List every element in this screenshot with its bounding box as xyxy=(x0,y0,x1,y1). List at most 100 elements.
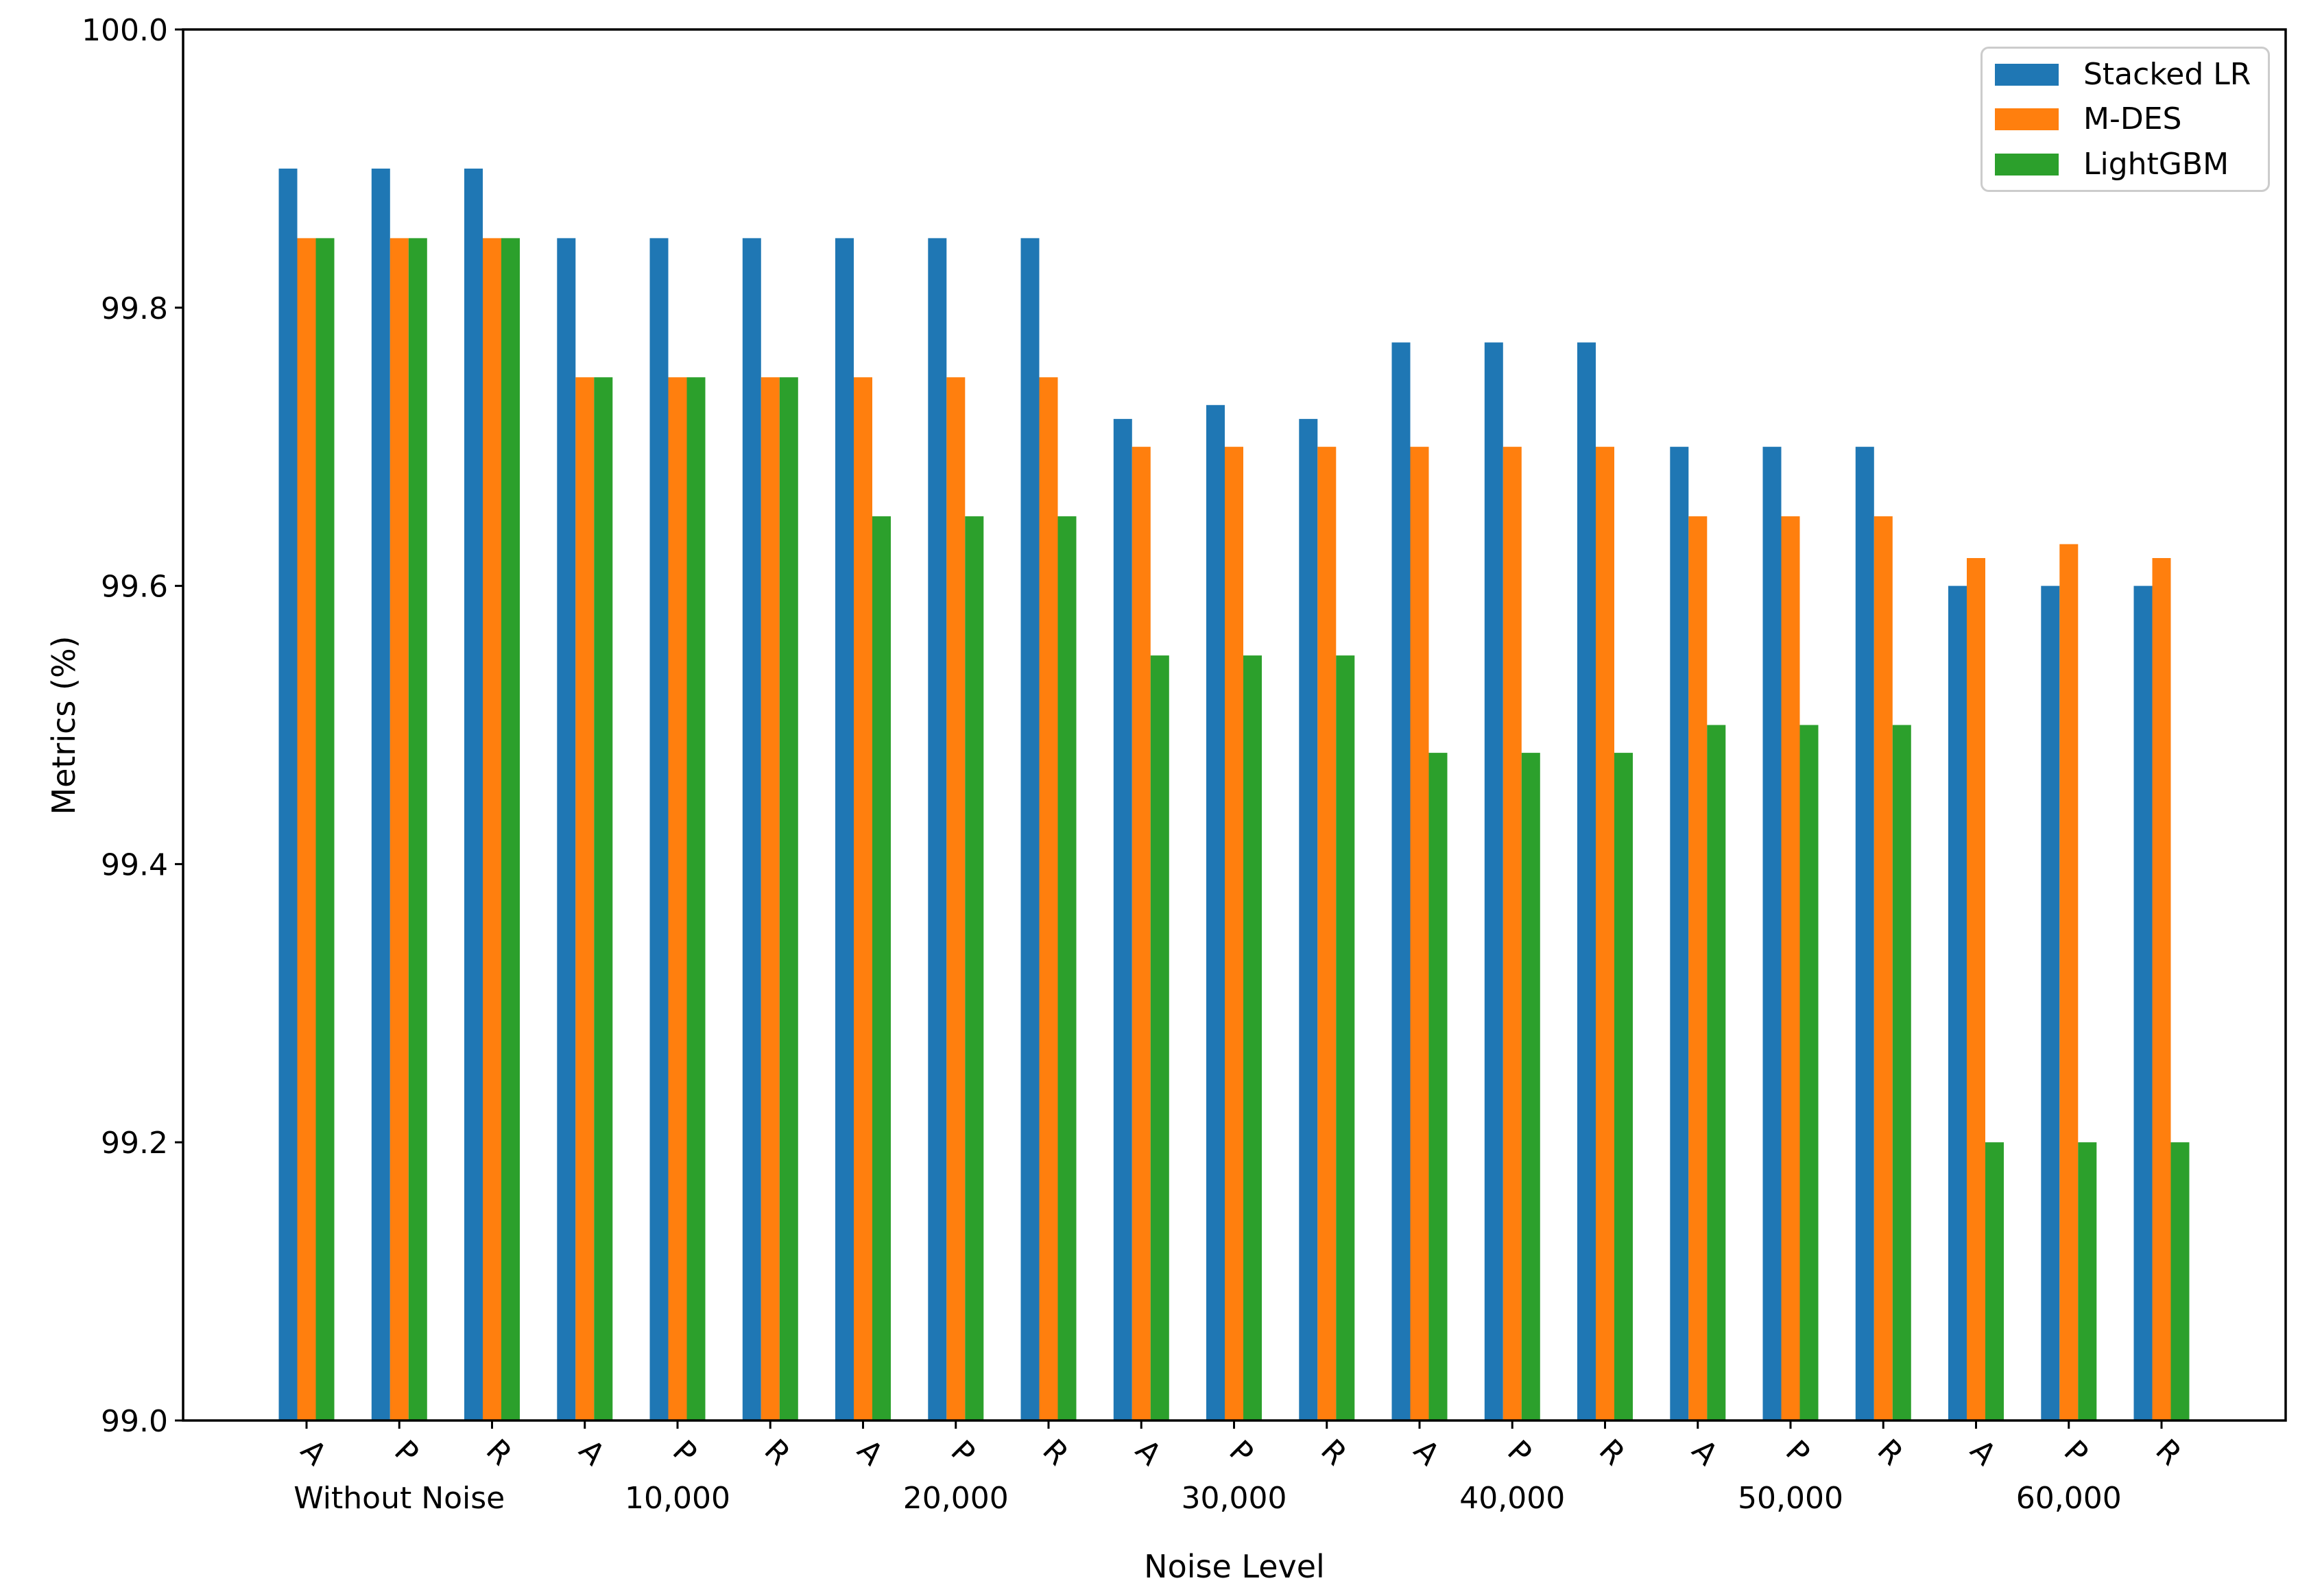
plot-border xyxy=(182,28,2287,1422)
bar-lightgbm xyxy=(1892,725,1911,1420)
y-tick-label: 99.0 xyxy=(101,1404,168,1439)
bar-m-des xyxy=(575,377,595,1421)
bar-stacked-lr xyxy=(464,168,483,1420)
y-axis-title: Metrics (%) xyxy=(45,636,82,815)
legend-item-lightgbm: LightGBM xyxy=(1983,143,2268,186)
x-tick-label: P xyxy=(2057,1434,2095,1471)
bar-m-des xyxy=(1503,446,1522,1421)
x-group-label: 10,000 xyxy=(625,1481,730,1516)
legend-label: LightGBM xyxy=(2083,146,2229,182)
bar-m-des xyxy=(297,238,316,1420)
bar-stacked-lr xyxy=(2041,585,2060,1420)
bar-lightgbm xyxy=(1521,753,1540,1420)
bar-stacked-lr xyxy=(278,168,298,1420)
x-group-label: 40,000 xyxy=(1459,1481,1565,1516)
bar-lightgbm xyxy=(2170,1142,2190,1420)
x-tick-label: A xyxy=(572,1433,611,1472)
bar-stacked-lr xyxy=(1577,342,1596,1420)
x-group-label: 50,000 xyxy=(1738,1481,1843,1516)
legend-swatch-lightgbm xyxy=(1995,153,2059,176)
bar-m-des xyxy=(946,377,966,1421)
bar-lightgbm xyxy=(408,238,427,1420)
legend-swatch-m-des xyxy=(1995,108,2059,130)
bar-stacked-lr xyxy=(1020,238,1040,1420)
x-tick-label: R xyxy=(479,1433,519,1473)
x-tick-label: A xyxy=(294,1433,333,1472)
x-tick-label: A xyxy=(850,1433,889,1472)
bar-lightgbm xyxy=(1614,753,1633,1420)
bar-stacked-lr xyxy=(1855,446,1874,1421)
x-tick-label: A xyxy=(1685,1433,1724,1472)
bar-lightgbm xyxy=(315,238,335,1420)
bar-m-des xyxy=(1225,446,1243,1421)
bar-m-des xyxy=(854,377,872,1421)
x-tick-label: R xyxy=(2149,1433,2188,1473)
bar-m-des xyxy=(1967,558,1985,1420)
bar-m-des xyxy=(1781,516,1800,1420)
bar-stacked-lr xyxy=(1484,342,1503,1420)
bar-lightgbm xyxy=(1057,516,1077,1420)
legend-label: M-DES xyxy=(2083,101,2182,136)
bar-lightgbm xyxy=(1243,655,1262,1420)
bar-stacked-lr xyxy=(742,238,761,1420)
bar-lightgbm xyxy=(965,516,984,1420)
bar-stacked-lr xyxy=(1391,342,1411,1420)
x-tick-label: R xyxy=(1871,1433,1911,1473)
bar-m-des xyxy=(2059,544,2079,1421)
x-tick-label: A xyxy=(1963,1433,2002,1472)
x-group-label: Without Noise xyxy=(294,1481,505,1516)
legend-swatch-stacked-lr xyxy=(1995,63,2059,86)
bar-m-des xyxy=(761,377,780,1421)
bar-stacked-lr xyxy=(1762,446,1782,1421)
x-tick-label: P xyxy=(944,1434,982,1471)
bar-m-des xyxy=(2152,558,2171,1420)
bar-m-des xyxy=(390,238,409,1420)
bar-lightgbm xyxy=(779,377,798,1421)
bar-lightgbm xyxy=(1336,655,1355,1420)
bar-stacked-lr xyxy=(835,238,854,1420)
bar-stacked-lr xyxy=(1206,404,1225,1420)
x-tick-label: A xyxy=(1407,1433,1446,1472)
legend-item-m-des: M-DES xyxy=(1983,97,2268,141)
x-tick-label: P xyxy=(666,1434,704,1471)
x-tick-label: R xyxy=(1314,1433,1354,1473)
bar-stacked-lr xyxy=(557,238,576,1420)
x-tick-label: R xyxy=(1592,1433,1632,1473)
x-tick-label: P xyxy=(387,1434,425,1471)
legend-item-stacked-lr: Stacked LR xyxy=(1983,53,2268,97)
bar-m-des xyxy=(1410,446,1429,1421)
bar-stacked-lr xyxy=(649,238,669,1420)
y-tick-label: 99.2 xyxy=(101,1126,168,1161)
x-tick-label: P xyxy=(1779,1434,1817,1471)
bar-lightgbm xyxy=(1985,1142,2004,1420)
bar-m-des xyxy=(1039,377,1058,1421)
bar-lightgbm xyxy=(2078,1142,2097,1420)
bar-m-des xyxy=(1317,446,1337,1421)
bar-stacked-lr xyxy=(2133,585,2153,1420)
bar-stacked-lr xyxy=(1948,585,1967,1420)
bar-lightgbm xyxy=(594,377,613,1421)
bar-stacked-lr xyxy=(928,238,947,1420)
bar-stacked-lr xyxy=(1113,419,1132,1420)
x-tick-label: A xyxy=(1129,1433,1168,1472)
y-tick-label: 99.6 xyxy=(101,570,168,605)
legend: Stacked LR M-DES LightGBM xyxy=(1980,47,2270,192)
bar-lightgbm xyxy=(872,516,891,1420)
bar-m-des xyxy=(1874,516,1893,1420)
bar-lightgbm xyxy=(686,377,706,1421)
bar-m-des xyxy=(668,377,687,1421)
bar-lightgbm xyxy=(501,238,520,1420)
legend-label: Stacked LR xyxy=(2083,56,2251,92)
bar-m-des xyxy=(1596,446,1614,1421)
x-tick-label: R xyxy=(1036,1433,1075,1473)
bar-lightgbm xyxy=(1799,725,1819,1420)
y-tick-label: 99.4 xyxy=(101,847,168,882)
x-group-label: 30,000 xyxy=(1182,1481,1287,1516)
bar-m-des xyxy=(483,238,501,1420)
x-tick-label: R xyxy=(758,1433,798,1473)
bar-lightgbm xyxy=(1150,655,1169,1420)
bar-lightgbm xyxy=(1428,753,1448,1420)
bar-m-des xyxy=(1132,446,1151,1421)
